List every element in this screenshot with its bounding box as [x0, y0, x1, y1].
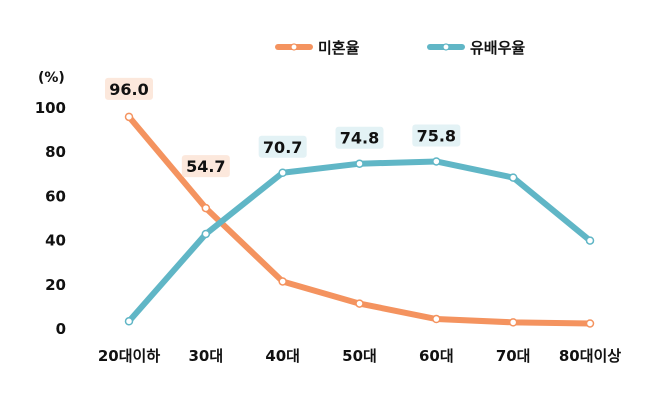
data-point — [278, 277, 287, 286]
x-tick-label: 60대 — [419, 347, 454, 365]
y-axis-ticks: 0 20 40 60 80 100 — [35, 99, 66, 338]
data-labels: 96.0 54.7 70.7 74.8 75.8 — [105, 77, 461, 178]
data-point — [355, 299, 364, 308]
data-point — [508, 173, 518, 182]
x-axis-ticks: 20대이하 30대 40대 50대 60대 70대 80대이상 — [98, 347, 621, 365]
data-label-background — [335, 126, 384, 149]
data-label-background — [258, 135, 307, 158]
data-label-background — [105, 77, 153, 100]
data-label: 74.8 — [340, 129, 379, 148]
y-tick-label: 20 — [45, 276, 66, 294]
data-point — [201, 229, 211, 239]
y-tick-label: 60 — [45, 187, 66, 205]
data-point — [201, 203, 211, 213]
legend-marker — [290, 43, 298, 51]
data-point — [278, 168, 287, 178]
x-tick-label: 40대 — [265, 347, 300, 365]
data-label: 70.7 — [263, 138, 302, 157]
legend-label: 미혼율 — [318, 39, 360, 57]
legend-marker — [442, 43, 450, 51]
data-label: 54.7 — [186, 157, 225, 176]
data-point — [124, 317, 134, 326]
y-axis-unit-label: (%) — [38, 70, 65, 86]
y-tick-label: 80 — [45, 143, 66, 161]
data-label: 96.0 — [109, 80, 148, 99]
data-point — [585, 236, 595, 245]
data-point — [432, 314, 441, 324]
data-label-background — [412, 124, 461, 147]
data-point — [585, 319, 595, 328]
data-point — [355, 159, 364, 168]
y-tick-label: 40 — [45, 232, 66, 250]
series-line-1 — [126, 158, 593, 325]
series-points — [124, 112, 595, 328]
data-label: 75.8 — [417, 126, 456, 145]
x-tick-label: 50대 — [342, 347, 377, 365]
y-tick-label: 100 — [35, 99, 66, 117]
legend: 미혼율 유배우율 — [275, 39, 525, 57]
x-tick-label: 70대 — [496, 347, 531, 365]
y-tick-label: 0 — [56, 320, 66, 338]
legend-label: 유배우율 — [470, 39, 525, 57]
x-tick-label: 20대이하 — [98, 347, 160, 365]
data-point — [432, 157, 441, 166]
data-point — [124, 112, 134, 122]
x-tick-label: 30대 — [188, 347, 223, 365]
data-point — [508, 318, 518, 327]
data-label-background — [181, 155, 230, 178]
x-tick-label: 80대이상 — [559, 347, 621, 365]
